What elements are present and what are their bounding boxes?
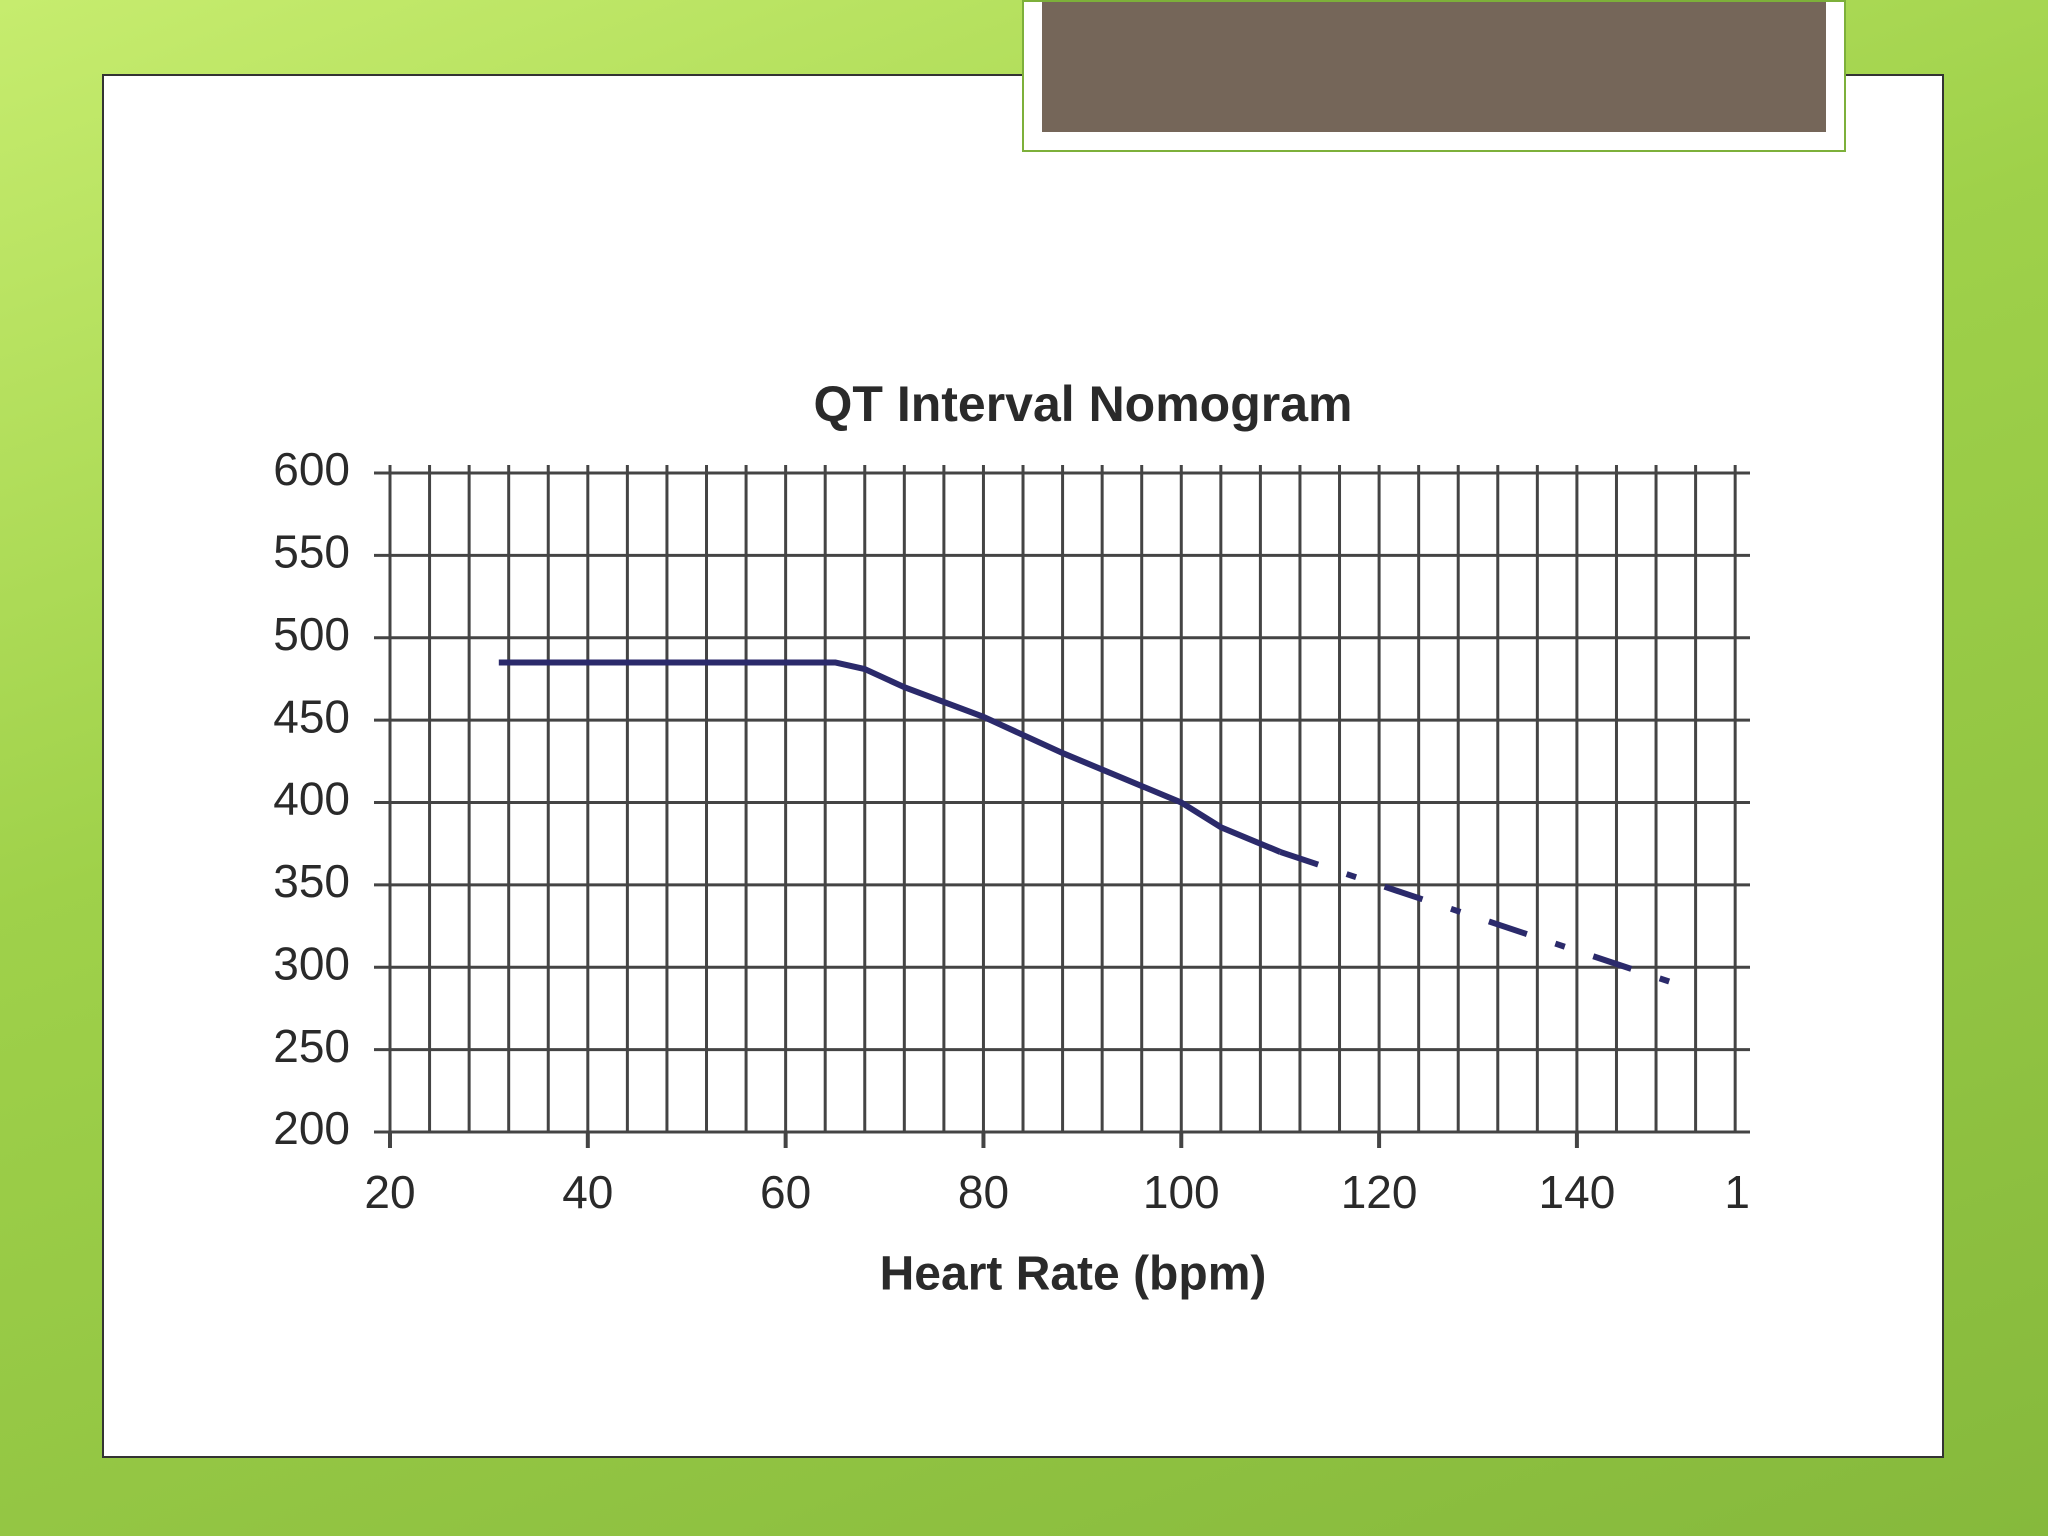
y-tick-label: 600 xyxy=(273,443,350,495)
x-tick-label: 80 xyxy=(958,1166,1009,1218)
x-axis-label: Heart Rate (bpm) xyxy=(880,1248,1267,1301)
x-tick-label: 140 xyxy=(1539,1166,1616,1218)
y-tick-label: 400 xyxy=(273,773,350,825)
y-tick-label: 250 xyxy=(273,1020,350,1072)
data-line xyxy=(1279,849,1697,994)
x-tick-label: 1 xyxy=(1724,1166,1750,1218)
x-tick-label: 100 xyxy=(1143,1166,1220,1218)
y-tick-label: 350 xyxy=(273,855,350,907)
x-tick-label: 120 xyxy=(1341,1166,1418,1218)
x-tick-label: 20 xyxy=(364,1166,415,1218)
data-line xyxy=(498,659,1282,855)
chart-title: QT Interval Nomogram xyxy=(814,376,1353,432)
y-tick-label: 300 xyxy=(273,937,350,989)
title-bar xyxy=(1042,2,1826,132)
y-tick-label: 200 xyxy=(273,1102,350,1154)
y-tick-label: 500 xyxy=(273,608,350,660)
x-tick-label: 40 xyxy=(562,1166,613,1218)
title-placeholder xyxy=(1022,0,1846,152)
x-tick-label: 60 xyxy=(760,1166,811,1218)
y-tick-label: 450 xyxy=(273,690,350,742)
y-tick-label: 550 xyxy=(273,526,350,578)
